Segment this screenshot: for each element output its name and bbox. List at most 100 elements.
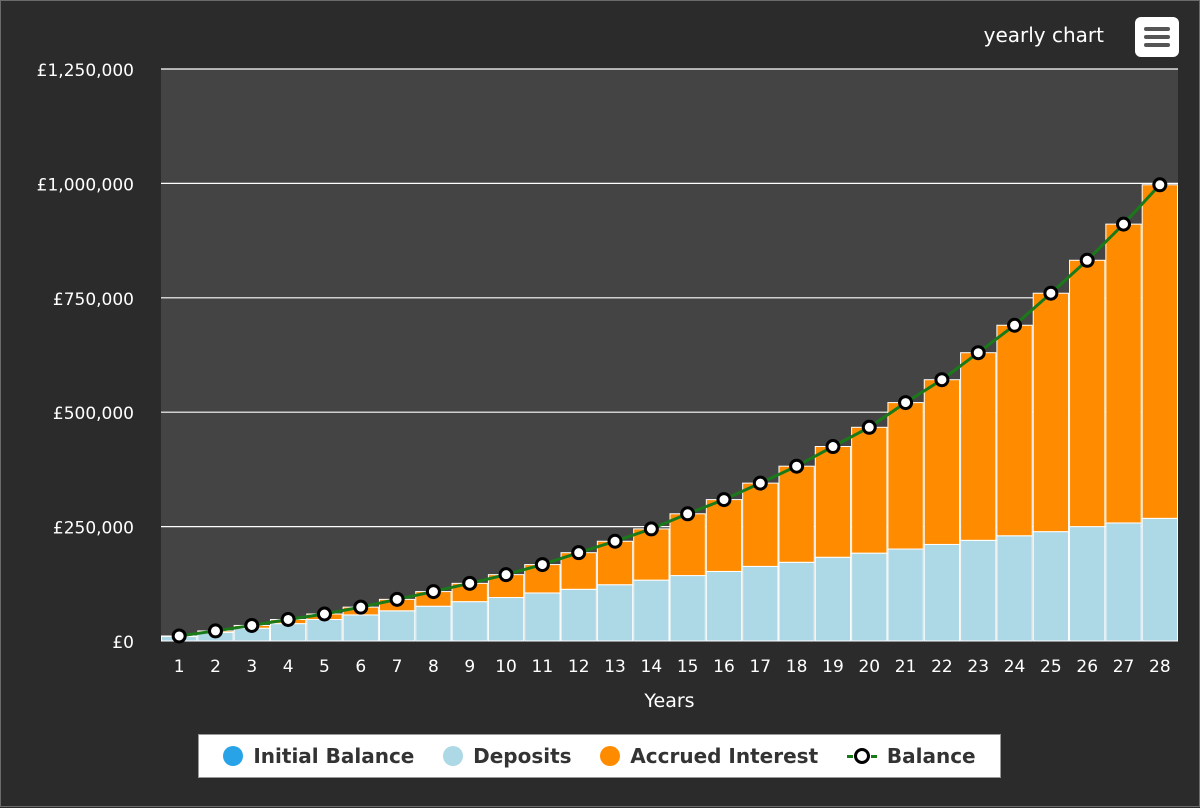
bar-accrued-interest — [961, 353, 996, 541]
balance-point — [500, 569, 512, 581]
x-tick-label: 11 — [532, 657, 554, 677]
x-tick-label: 17 — [749, 657, 771, 677]
balance-point — [355, 601, 367, 613]
balance-point — [173, 630, 185, 642]
chart-menu-button[interactable] — [1135, 17, 1179, 57]
x-tick-label: 27 — [1113, 657, 1135, 677]
bar-deposits — [888, 549, 923, 641]
balance-point — [863, 421, 875, 433]
bar-accrued-interest — [888, 403, 923, 549]
bar-deposits — [670, 576, 705, 641]
legend-item-initial-balance[interactable]: Initial Balance — [223, 744, 414, 768]
bar-accrued-interest — [852, 427, 887, 553]
x-tick-label: 3 — [246, 657, 257, 677]
x-tick-label: 2 — [210, 657, 221, 677]
x-tick-label: 4 — [283, 657, 294, 677]
legend-item-balance[interactable]: Balance — [847, 744, 976, 768]
bar-deposits — [307, 619, 342, 641]
legend-swatch-interest — [600, 746, 620, 766]
bar-deposits — [561, 589, 596, 641]
balance-point — [1045, 287, 1057, 299]
x-tick-label: 16 — [713, 657, 735, 677]
bar-accrued-interest — [634, 529, 669, 580]
balance-point — [318, 608, 330, 620]
x-tick-label: 7 — [392, 657, 403, 677]
x-tick-label: 26 — [1076, 657, 1098, 677]
balance-point — [972, 347, 984, 359]
bar-deposits — [452, 602, 487, 641]
bar-accrued-interest — [670, 514, 705, 576]
bar-deposits — [779, 562, 814, 641]
x-tick-label: 23 — [967, 657, 989, 677]
legend-swatch-balance — [847, 746, 877, 766]
balance-point — [609, 535, 621, 547]
balance-point — [464, 577, 476, 589]
balance-point — [209, 625, 221, 637]
x-tick-label: 15 — [677, 657, 699, 677]
x-tick-label: 5 — [319, 657, 330, 677]
x-axis-title: Years — [643, 690, 694, 712]
legend-swatch-initial — [223, 746, 243, 766]
bar-accrued-interest — [743, 483, 778, 566]
legend-label-deposits: Deposits — [473, 744, 571, 768]
bar-deposits — [1142, 518, 1177, 641]
bar-deposits — [924, 544, 959, 641]
balance-point — [645, 523, 657, 535]
bar-deposits — [343, 615, 378, 641]
legend-label-initial: Initial Balance — [253, 744, 414, 768]
bar-deposits — [852, 553, 887, 641]
balance-point — [900, 397, 912, 409]
balance-point — [827, 441, 839, 453]
balance-point — [282, 613, 294, 625]
x-tick-label: 28 — [1149, 657, 1171, 677]
balance-point — [1081, 254, 1093, 266]
bar-deposits — [488, 598, 523, 641]
bar-deposits — [597, 585, 632, 641]
bar-accrued-interest — [706, 500, 741, 572]
balance-point — [573, 547, 585, 559]
balance-point — [391, 593, 403, 605]
x-tick-label: 8 — [428, 657, 439, 677]
bar-deposits — [1033, 532, 1068, 641]
legend-item-accrued-interest[interactable]: Accrued Interest — [600, 744, 818, 768]
balance-point — [791, 460, 803, 472]
bar-deposits — [634, 580, 669, 641]
balance-point — [936, 374, 948, 386]
bar-accrued-interest — [997, 325, 1032, 535]
bar-accrued-interest — [1070, 260, 1105, 526]
x-tick-label: 18 — [786, 657, 808, 677]
bar-deposits — [525, 593, 560, 641]
y-tick-label: £750,000 — [53, 290, 134, 310]
y-tick-label: £1,250,000 — [37, 61, 134, 81]
x-tick-label: 22 — [931, 657, 953, 677]
x-tick-label: 13 — [604, 657, 626, 677]
chart-legend: Initial Balance Deposits Accrued Interes… — [198, 734, 1001, 778]
bar-deposits — [1070, 527, 1105, 641]
bar-deposits — [961, 540, 996, 641]
x-tick-label: 14 — [641, 657, 663, 677]
x-tick-label: 19 — [822, 657, 844, 677]
x-tick-label: 25 — [1040, 657, 1062, 677]
balance-point — [682, 508, 694, 520]
bar-deposits — [815, 557, 850, 641]
y-tick-label: £500,000 — [53, 404, 134, 424]
y-tick-label: £0 — [112, 633, 134, 653]
x-tick-label: 12 — [568, 657, 590, 677]
legend-label-balance: Balance — [887, 744, 976, 768]
balance-point — [427, 586, 439, 598]
x-tick-label: 21 — [895, 657, 917, 677]
chart-title: yearly chart — [984, 23, 1104, 47]
legend-label-interest: Accrued Interest — [630, 744, 818, 768]
x-tick-label: 9 — [464, 657, 475, 677]
bar-deposits — [997, 536, 1032, 641]
balance-point — [754, 477, 766, 489]
balance-point — [1118, 218, 1130, 230]
balance-point — [718, 494, 730, 506]
x-tick-label: 6 — [355, 657, 366, 677]
bar-accrued-interest — [779, 466, 814, 562]
legend-item-deposits[interactable]: Deposits — [443, 744, 571, 768]
bar-deposits — [743, 566, 778, 641]
x-tick-label: 24 — [1004, 657, 1026, 677]
